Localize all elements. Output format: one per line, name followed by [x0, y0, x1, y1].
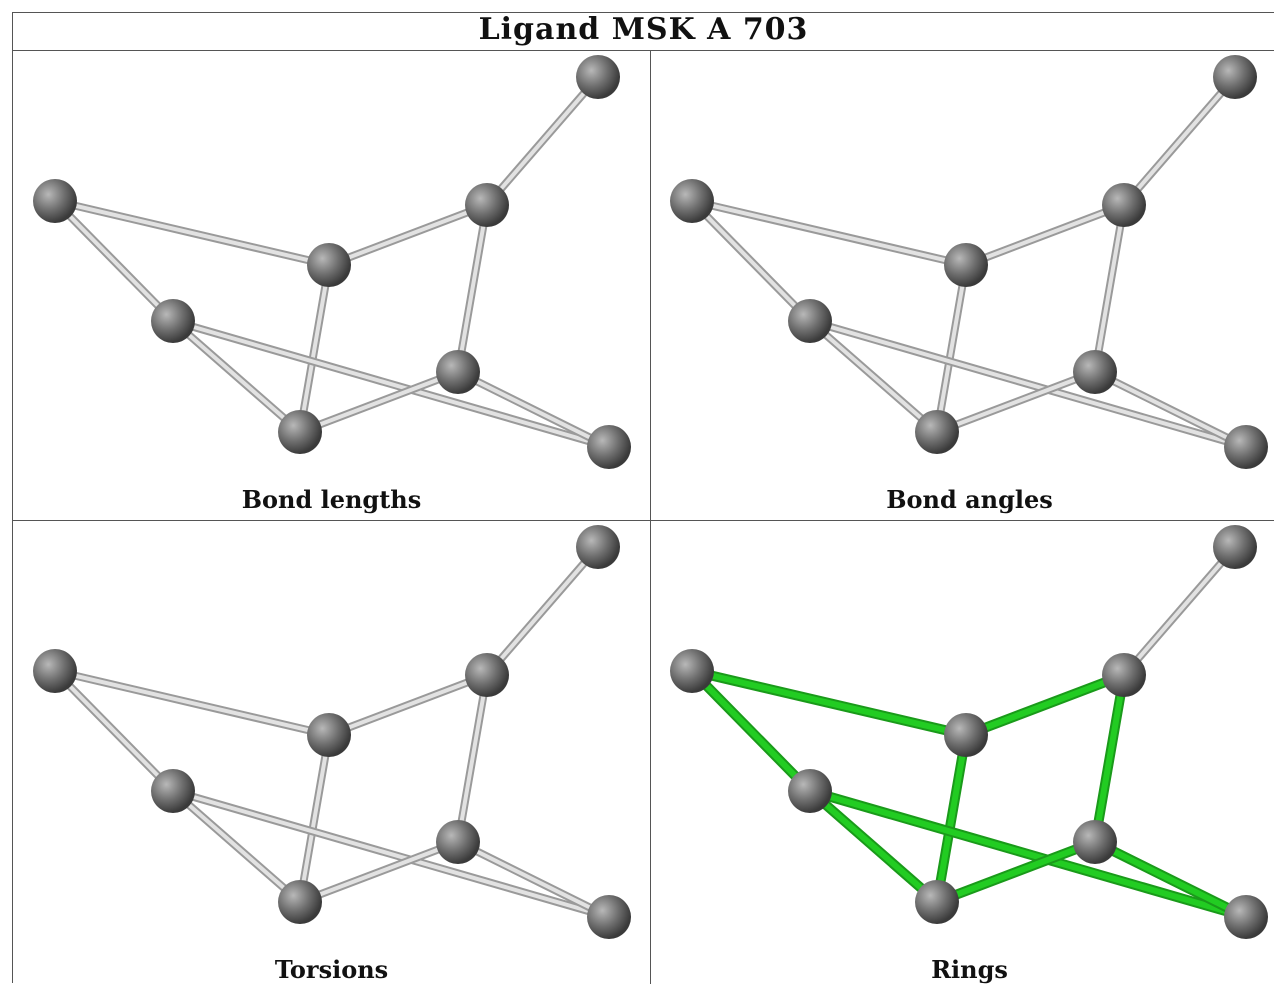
atom: [33, 179, 77, 223]
atom: [278, 880, 322, 924]
atom: [915, 880, 959, 924]
horizontal-divider: [13, 520, 1274, 521]
panel-torsions: Torsions: [13, 521, 650, 990]
atom: [33, 649, 77, 693]
bond: [483, 73, 602, 209]
bond: [296, 731, 333, 906]
figure-title: Ligand MSK A 703: [13, 13, 1274, 51]
bond: [454, 671, 491, 846]
panel-bond-lengths: Bond lengths: [13, 51, 650, 520]
ring-bond: [687, 666, 815, 796]
atom: [307, 713, 351, 757]
panel-caption: Rings: [931, 955, 1008, 984]
panel-caption: Bond lengths: [241, 485, 422, 514]
bond: [169, 317, 304, 436]
panel-rings: Rings: [651, 521, 1274, 990]
bond: [1120, 73, 1239, 209]
atom: [1073, 350, 1117, 394]
bond: [688, 197, 814, 325]
vertical-divider: [650, 51, 651, 984]
atom: [670, 649, 714, 693]
atom: [1102, 183, 1146, 227]
ring-bond: [961, 670, 1129, 740]
ring-bond: [687, 666, 971, 740]
bond: [962, 201, 1128, 269]
panel-bond-angles: Bond angles: [651, 51, 1274, 520]
atom: [587, 895, 631, 939]
bond: [1120, 543, 1239, 679]
bond: [51, 197, 177, 325]
molecule-diagram: [33, 525, 631, 939]
atom: [1213, 525, 1257, 569]
atom: [587, 425, 631, 469]
ring-bond: [1090, 837, 1251, 922]
ring-bond: [1090, 670, 1129, 847]
bond: [296, 838, 462, 906]
atom: [1073, 820, 1117, 864]
bond: [688, 197, 970, 269]
bond: [325, 201, 491, 269]
ring-bond: [805, 786, 1251, 922]
panel-caption: Bond angles: [886, 485, 1053, 514]
atom: [944, 713, 988, 757]
ring-bond: [932, 837, 1100, 907]
atom: [788, 769, 832, 813]
molecule-diagram: [670, 55, 1268, 469]
bond: [1091, 368, 1250, 451]
bond: [169, 787, 613, 921]
bond: [169, 787, 304, 906]
bond: [483, 543, 602, 679]
atom: [915, 410, 959, 454]
ring-bond: [932, 730, 971, 907]
atom: [151, 299, 195, 343]
atom: [944, 243, 988, 287]
molecule-diagram: [33, 55, 631, 469]
atom: [670, 179, 714, 223]
atom: [436, 350, 480, 394]
bond: [806, 317, 941, 436]
atom: [1213, 55, 1257, 99]
bond: [454, 838, 613, 921]
molecule-diagram: [670, 525, 1268, 939]
bond: [1091, 201, 1128, 376]
atom: [465, 183, 509, 227]
bond: [806, 317, 1250, 451]
bond: [169, 317, 613, 451]
atom: [788, 299, 832, 343]
bond: [51, 197, 333, 269]
atom: [151, 769, 195, 813]
atom: [576, 525, 620, 569]
bond: [51, 667, 177, 795]
figure-frame: Ligand MSK A 703 Bond lengths Bond angle…: [12, 12, 1274, 984]
atom: [1224, 895, 1268, 939]
atom: [465, 653, 509, 697]
bond: [325, 671, 491, 739]
atom: [278, 410, 322, 454]
atom: [1224, 425, 1268, 469]
atom: [307, 243, 351, 287]
bond: [51, 667, 333, 739]
bond: [933, 261, 970, 436]
panel-caption: Torsions: [274, 955, 389, 984]
bond: [454, 368, 613, 451]
atom: [1102, 653, 1146, 697]
bond: [454, 201, 491, 376]
bond: [296, 368, 462, 436]
atom: [436, 820, 480, 864]
bond: [296, 261, 333, 436]
ring-bond: [805, 786, 942, 907]
atom: [576, 55, 620, 99]
bond: [933, 368, 1099, 436]
